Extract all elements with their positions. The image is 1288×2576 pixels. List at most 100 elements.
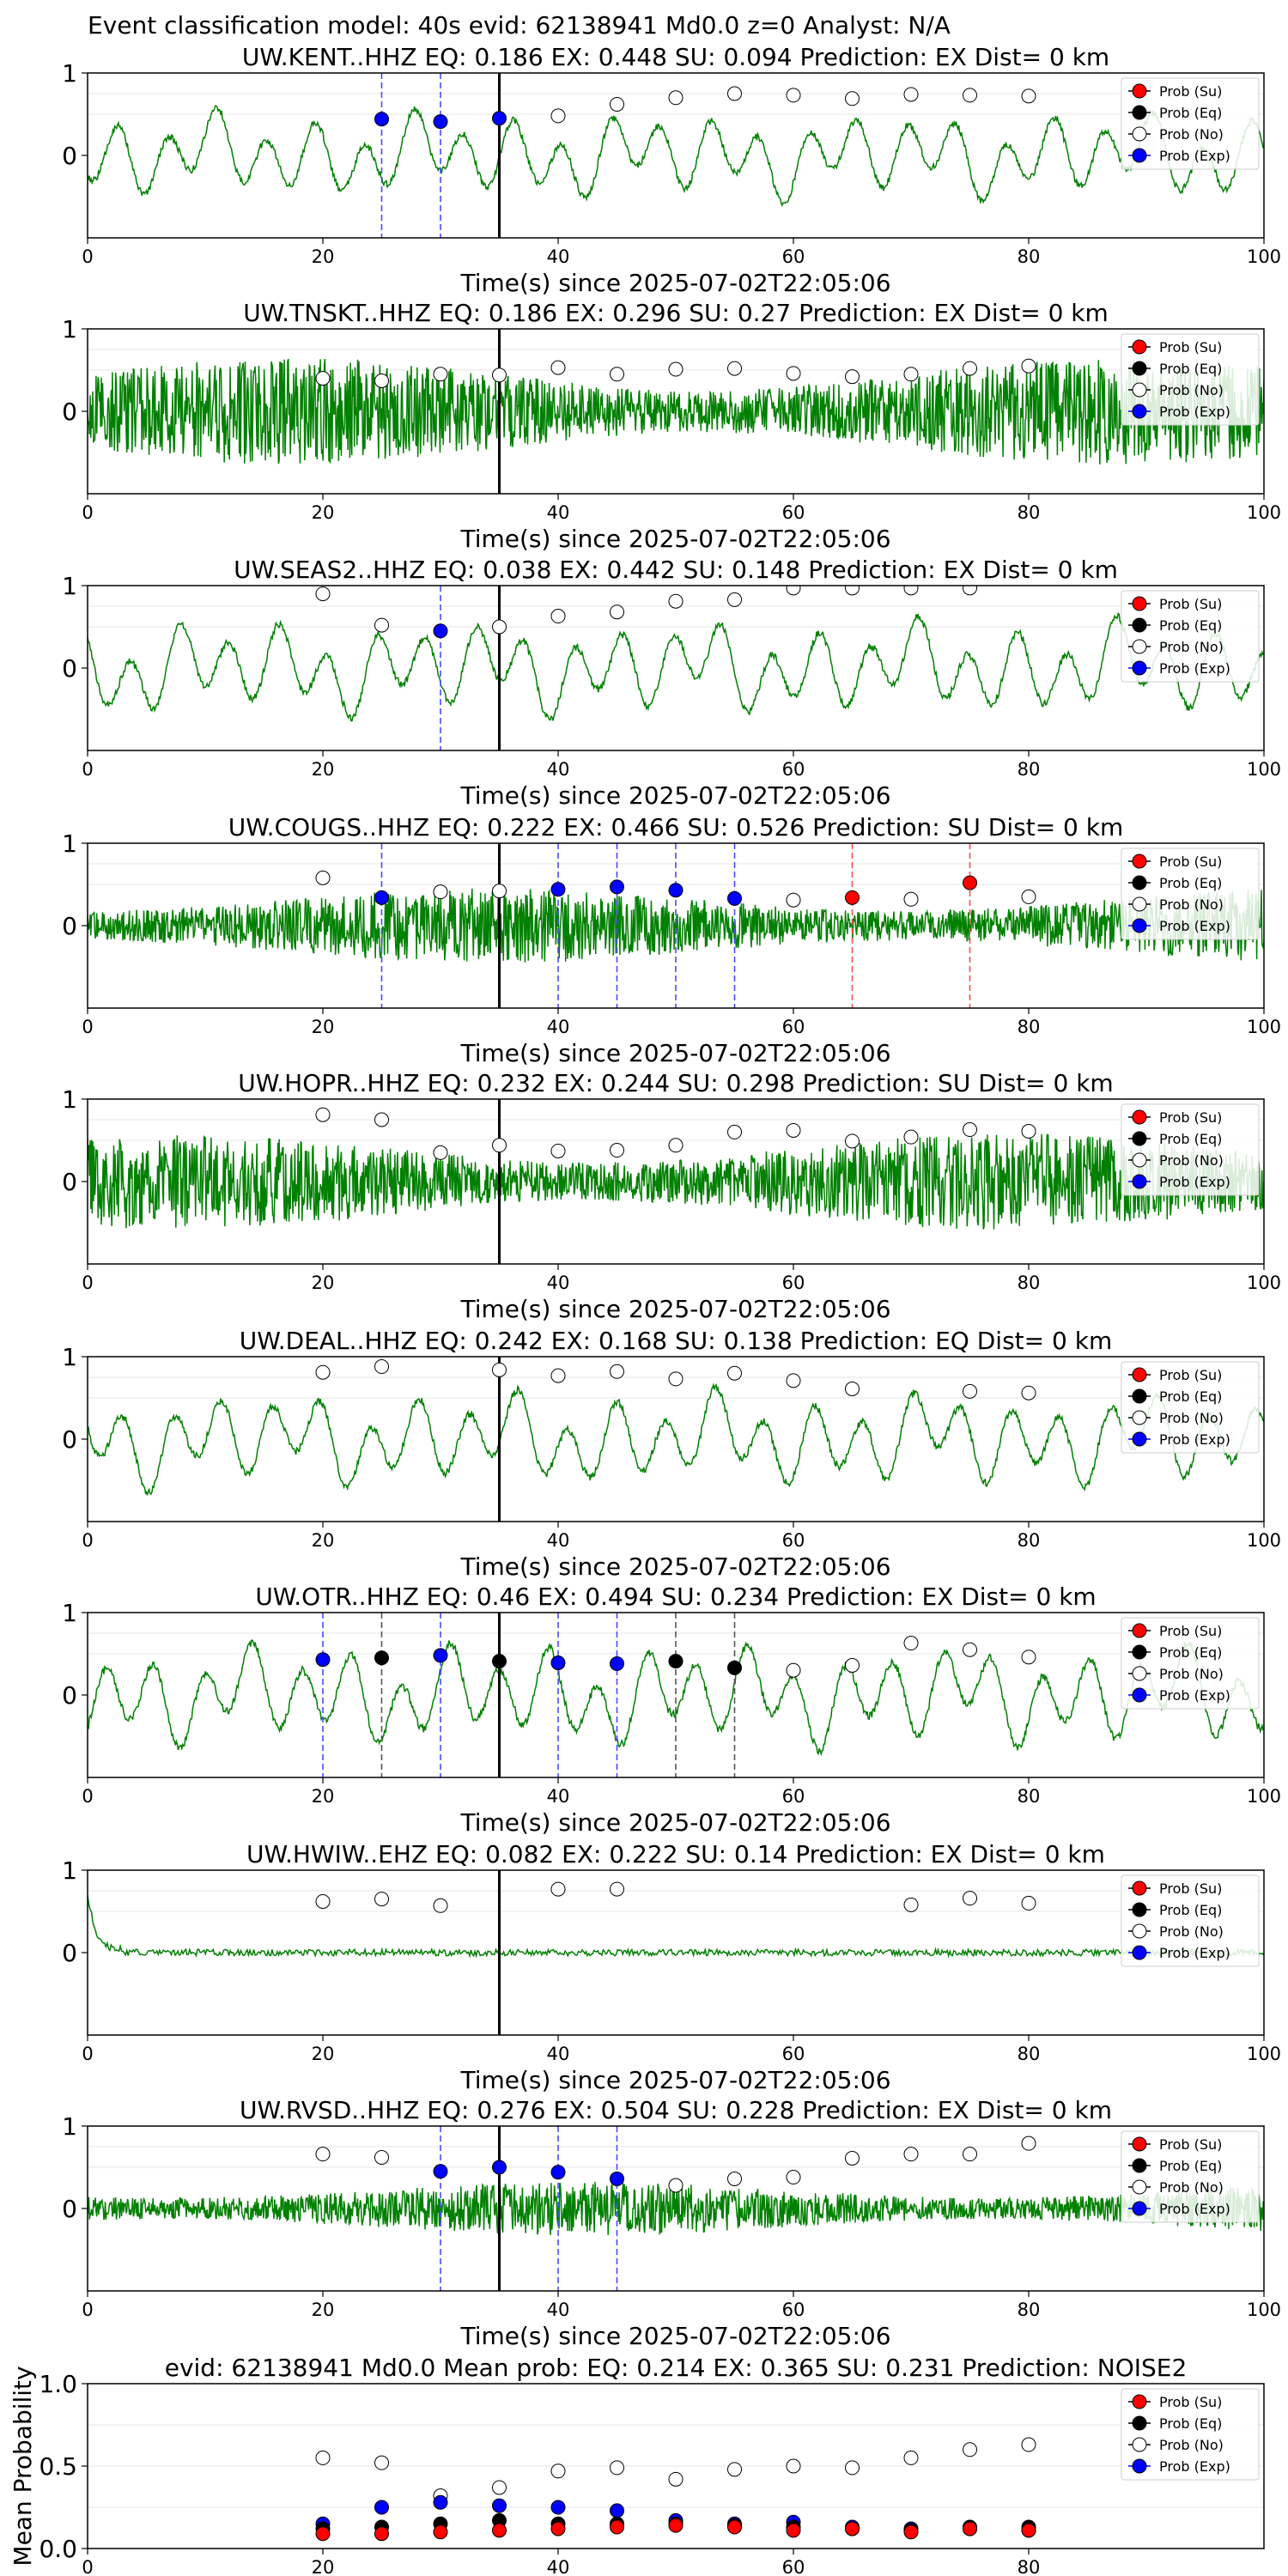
x-tick-label: 80: [1018, 2300, 1041, 2320]
prob-point-no: [610, 1364, 624, 1379]
prob-point-exp: [315, 1652, 331, 1668]
prob-point-no: [963, 2147, 977, 2162]
legend-label: Prob (Su): [1159, 854, 1222, 870]
prob-point-no: [1021, 1123, 1036, 1139]
prob-point-exp: [610, 879, 624, 895]
prob-point-no: [610, 96, 624, 112]
legend-marker-su: [1132, 83, 1147, 99]
x-axis-label: Time(s) since 2025-07-02T22:05:06: [459, 1552, 890, 1581]
mean-point-no: [610, 2460, 624, 2476]
legend-label: Prob (Exp): [1159, 660, 1230, 677]
legend-box: [1121, 77, 1260, 170]
y-tick-label: 1: [62, 1343, 77, 1371]
y-tick-label: 0: [62, 1939, 77, 1967]
legend-marker-eq: [1132, 2158, 1147, 2173]
prob-point-no: [1021, 1895, 1036, 1911]
x-tick-label: 40: [547, 1530, 570, 1551]
x-tick-label: 100: [1247, 246, 1281, 267]
mean-point-su: [668, 2518, 683, 2533]
mean-point-no: [668, 2471, 683, 2487]
panels: UW.KENT..HHZ EQ: 0.186 EX: 0.448 SU: 0.0…: [9, 43, 1281, 2576]
prob-point-no: [903, 1636, 919, 1651]
prob-point-no: [315, 1107, 331, 1122]
panel-title: UW.TNSKT..HHZ EQ: 0.186 EX: 0.296 SU: 0.…: [243, 299, 1109, 327]
prob-point-exp: [610, 1656, 624, 1672]
mean-point-exp: [433, 2494, 448, 2510]
x-tick-label: 0: [82, 1530, 93, 1551]
prob-point-no: [727, 2171, 742, 2186]
mean-point-su: [903, 2524, 919, 2540]
legend-marker-eq: [1132, 105, 1147, 120]
y-tick-label: 0: [62, 2195, 77, 2223]
prob-point-no: [845, 586, 860, 596]
panel-9: UW.RVSD..HHZ EQ: 0.276 EX: 0.504 SU: 0.2…: [62, 2096, 1281, 2350]
x-tick-label: 80: [1018, 1530, 1041, 1551]
mean-point-no: [374, 2455, 389, 2470]
legend-marker-su: [1132, 596, 1147, 611]
y-tick-label: 1: [62, 1856, 77, 1885]
legend-label: Prob (Eq): [1159, 875, 1222, 891]
x-tick-label: 100: [1247, 1273, 1281, 1293]
legend-label: Prob (No): [1159, 1152, 1224, 1169]
x-tick-label: 60: [782, 2044, 805, 2064]
waveform-trace: [88, 888, 1264, 963]
prob-point-no: [903, 87, 919, 102]
prob-point-no: [903, 2147, 919, 2162]
legend-marker-exp: [1132, 2201, 1147, 2216]
prob-point-exp: [492, 2160, 507, 2175]
legend-marker-exp: [1132, 2458, 1147, 2474]
mean-point-su: [374, 2526, 389, 2542]
legend-box: [1121, 590, 1260, 683]
prob-point-no: [963, 586, 977, 596]
x-tick-label: 0: [82, 1273, 93, 1293]
prob-point-no: [903, 367, 919, 382]
legend-marker-eq: [1132, 361, 1147, 376]
prob-point-exp: [433, 114, 448, 130]
x-tick-label: 20: [312, 1530, 335, 1551]
legend-marker-su: [1132, 2394, 1147, 2409]
x-tick-label: 0: [82, 246, 93, 267]
prob-point-exp: [727, 890, 742, 906]
x-tick-label: 20: [312, 1017, 335, 1037]
legend-label: Prob (Eq): [1159, 2158, 1222, 2174]
figure-title: Event classification model: 40s evid: 62…: [88, 11, 951, 39]
legend-label: Prob (Exp): [1159, 1945, 1230, 1961]
x-tick-label: 40: [547, 1273, 570, 1293]
panel-3: UW.SEAS2..HHZ EQ: 0.038 EX: 0.442 SU: 0.…: [62, 556, 1281, 810]
x-tick-label: 60: [782, 1273, 805, 1293]
plot-area: [88, 2126, 1264, 2291]
prob-point-no: [786, 2170, 801, 2185]
prob-point-no: [492, 1138, 507, 1153]
legend-marker-no: [1132, 2179, 1147, 2195]
legend-label: Prob (Eq): [1159, 2415, 1222, 2432]
panel-title: UW.HWIW..EHZ EQ: 0.082 EX: 0.222 SU: 0.1…: [246, 1840, 1105, 1868]
prob-point-no: [610, 1143, 624, 1158]
prob-point-no: [433, 367, 448, 382]
prob-point-no: [315, 870, 331, 885]
x-tick-label: 100: [1247, 1786, 1281, 1807]
legend-label: Prob (Eq): [1159, 617, 1222, 634]
prob-point-no: [668, 361, 683, 377]
panel-10: evid: 62138941 Md0.0 Mean prob: EQ: 0.21…: [9, 2354, 1265, 2576]
x-tick-label: 60: [782, 246, 805, 267]
mean-point-exp: [492, 2498, 507, 2513]
prob-point-no: [374, 1112, 389, 1127]
legend-label: Prob (No): [1159, 1666, 1224, 1682]
waveform-trace: [88, 2182, 1264, 2236]
y-tick-label: 0: [62, 1681, 77, 1710]
legend-box: [1121, 2388, 1260, 2481]
panel-title: UW.RVSD..HHZ EQ: 0.276 EX: 0.504 SU: 0.2…: [240, 2096, 1112, 2124]
prob-point-exp: [550, 1656, 566, 1671]
x-tick-label: 20: [312, 502, 335, 523]
x-axis-label: Time(s) since 2025-07-02T22:05:06: [459, 781, 890, 810]
panel-title: UW.KENT..HHZ EQ: 0.186 EX: 0.448 SU: 0.0…: [242, 43, 1109, 71]
prob-point-no: [786, 1122, 801, 1138]
y-tick-label: 0: [62, 142, 77, 170]
legend-marker-no: [1132, 1666, 1147, 1681]
legend-label: Prob (No): [1159, 1410, 1224, 1426]
prob-point-no: [668, 2178, 683, 2193]
y-tick-label: 1: [62, 829, 77, 858]
legend-label: Prob (Eq): [1159, 1388, 1222, 1405]
legend-label: Prob (Exp): [1159, 148, 1230, 164]
prob-point-no: [492, 884, 507, 899]
